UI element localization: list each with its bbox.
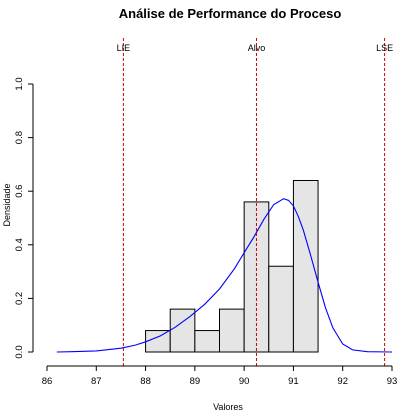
x-tick-label-89: 89 — [190, 376, 201, 387]
y-axis-label: Densidade — [2, 183, 12, 226]
histogram-bar-1 — [145, 330, 171, 353]
y-tick-label-0.6: 0.6 — [14, 185, 25, 198]
y-tick-label-0.2: 0.2 — [14, 292, 25, 305]
histogram-bar-4 — [219, 308, 245, 353]
x-tick-label-86: 86 — [42, 376, 53, 387]
y-tick-label-0.8: 0.8 — [14, 131, 25, 144]
x-tick-label-90: 90 — [239, 376, 250, 387]
histogram-bar-6 — [268, 265, 294, 353]
reference-label-lse: LSE — [376, 43, 393, 53]
histogram-bar-7 — [292, 179, 319, 353]
y-tick-label-0: 0.0 — [14, 345, 25, 358]
reference-label-alvo: Alvo — [248, 43, 266, 53]
plot-area: LIE Alvo LSE 86 87 88 89 90 91 92 93 0.0 0.2 0.4 0.6 0.… — [14, 38, 397, 387]
x-tick-label-92: 92 — [337, 376, 348, 387]
reference-label-lie: LIE — [117, 43, 131, 53]
density-curve — [56, 198, 393, 353]
y-tick-label-0.4: 0.4 — [14, 238, 25, 251]
x-axis-label: Valores — [213, 402, 243, 412]
x-tick-label-91: 91 — [288, 376, 299, 387]
x-tick-label-87: 87 — [91, 376, 102, 387]
histogram-bar-3 — [194, 330, 221, 353]
histogram-bar-5 — [243, 201, 270, 353]
x-tick-label-88: 88 — [140, 376, 151, 387]
x-tick-label-93: 93 — [387, 376, 398, 387]
y-tick-label-1: 1.0 — [14, 77, 25, 90]
chart-title: Análise de Performance do Proceso — [119, 6, 342, 21]
